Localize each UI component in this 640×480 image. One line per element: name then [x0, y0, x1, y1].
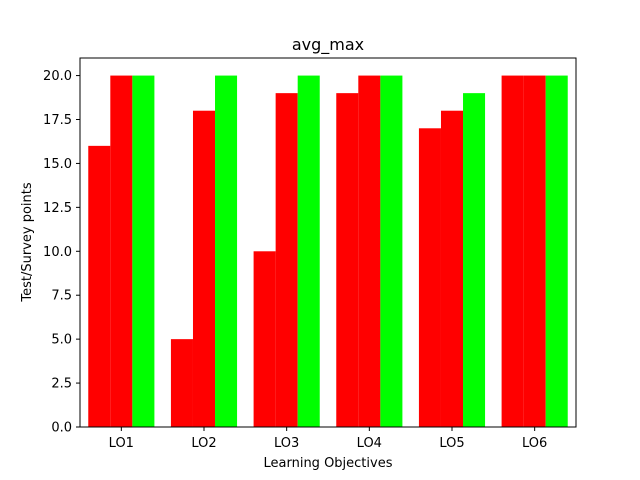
x-tick-label: LO4: [357, 436, 382, 451]
bar-lo1-series-2: [110, 75, 133, 427]
bar-lo5-series-3: [463, 93, 486, 427]
chart-title: avg_max: [292, 35, 364, 55]
x-tick-label: LO5: [439, 436, 464, 451]
bar-lo6-series-3: [545, 75, 568, 427]
y-tick-label: 10.0: [43, 245, 72, 260]
bar-lo5-series-1: [418, 128, 441, 428]
y-tick-label: 15.0: [43, 157, 72, 172]
x-tick-label: LO1: [109, 436, 134, 451]
bar-lo1-series-1: [88, 145, 111, 428]
y-tick-label: 5.0: [51, 333, 72, 348]
bars-group: [88, 75, 568, 428]
bar-lo6-series-2: [523, 75, 546, 427]
x-axis-label: Learning Objectives: [264, 456, 393, 471]
y-tick-label: 12.5: [43, 201, 72, 216]
y-tick-label: 17.5: [43, 113, 72, 128]
bar-lo2-series-3: [215, 75, 238, 427]
y-axis-label: Test/Survey points: [20, 182, 35, 302]
bar-lo1-series-3: [132, 75, 155, 427]
bar-lo5-series-2: [440, 110, 464, 428]
bar-lo6-series-1: [501, 75, 524, 427]
y-tick-label: 2.5: [51, 377, 72, 392]
y-tick-label: 0.0: [51, 421, 72, 436]
bar-lo4-series-3: [380, 75, 403, 427]
y-tick-label: 20.0: [43, 69, 72, 84]
bar-lo4-series-1: [336, 93, 359, 427]
bar-lo4-series-2: [358, 75, 381, 427]
bar-lo3-series-3: [297, 75, 320, 427]
bar-lo2-series-2: [192, 110, 216, 428]
plot-frame: [79, 57, 577, 428]
x-tick-label: LO2: [191, 436, 216, 451]
bar-lo3-series-2: [275, 93, 298, 427]
bar-lo2-series-1: [170, 339, 193, 427]
y-tick-label: 7.5: [51, 289, 72, 304]
x-axis-ticks: LO1 LO2 LO3 LO4 LO5 LO6: [109, 427, 547, 451]
x-tick-label: LO6: [522, 436, 547, 451]
x-tick-label: LO3: [274, 436, 299, 451]
bar-lo3-series-1: [253, 251, 276, 427]
y-axis-ticks: 0.0 2.5 5.0 7.5 10.0 12.5 15.0 17.5 20.0: [43, 69, 80, 436]
